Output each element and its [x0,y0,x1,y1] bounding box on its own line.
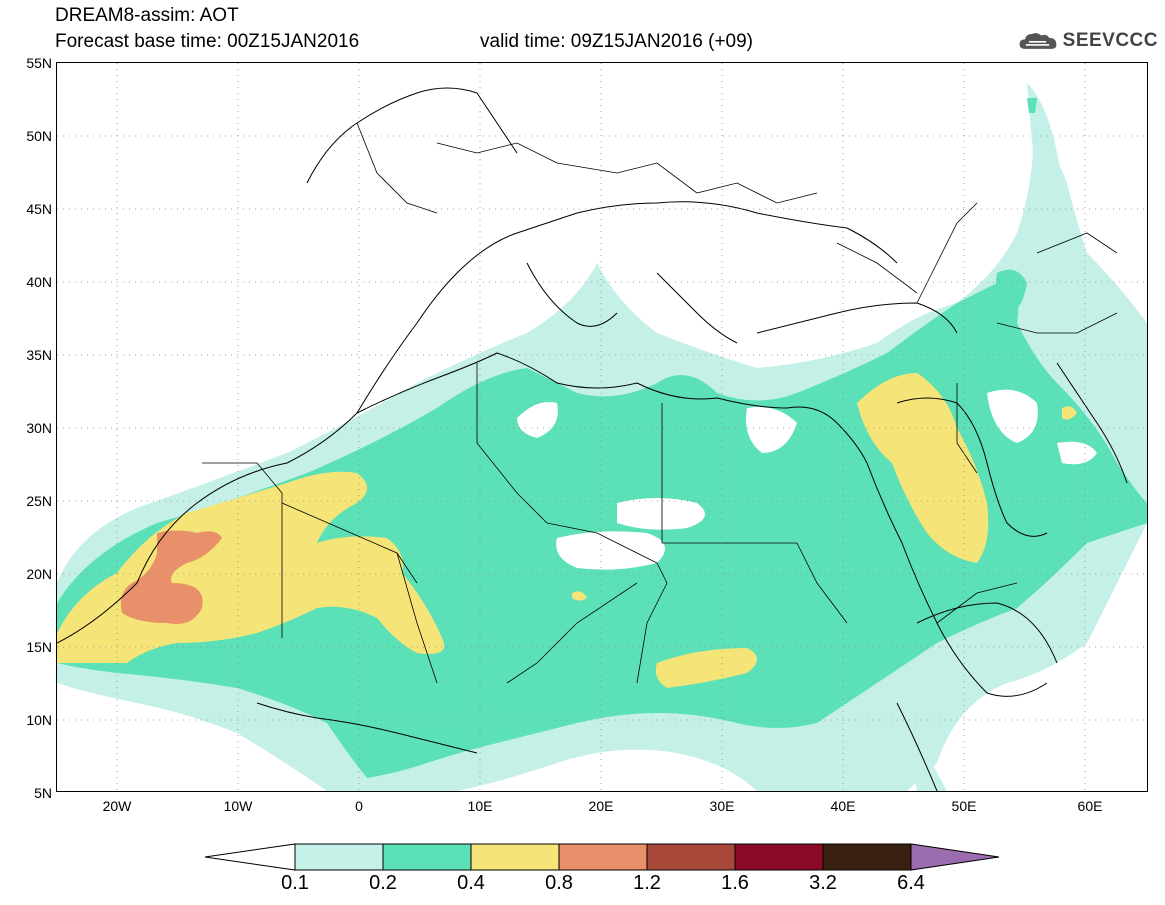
country-borders [202,122,1118,684]
colorbar-label: 6.4 [897,872,925,894]
colorbar-cell [382,843,472,871]
lon-label: 40E [830,798,856,814]
lat-label: 10N [26,712,52,728]
forecast-base-time: Forecast base time: 00Z15JAN2016 [55,31,360,52]
map-panel[interactable] [56,62,1148,792]
lon-label: 10E [467,798,493,814]
colorbar-label: 3.2 [809,872,837,894]
colorbar-lower-arrow [205,843,296,871]
lat-label: 5N [34,785,52,801]
coastlines [56,87,1128,792]
colorbar-cell [470,843,560,871]
colorbar-cell [822,843,912,871]
lat-label: 45N [26,201,52,217]
colorbar-cell [734,843,824,871]
lon-label: 20W [102,798,132,814]
colorbar [205,843,1000,871]
graticule [57,63,1147,791]
lon-label: 50E [951,798,977,814]
colorbar-label: 1.6 [721,872,749,894]
cloud-icon [1019,33,1057,49]
colorbar-label: 0.4 [457,872,485,894]
lon-label: 0 [355,798,363,814]
aot-map [56,63,1147,792]
colorbar-label: 0.1 [281,872,309,894]
lon-label: 20E [588,798,614,814]
lat-label: 25N [26,493,52,509]
clear-areas [517,389,1097,570]
colorbar-label: 0.2 [369,872,397,894]
colorbar-label: 1.2 [633,872,661,894]
colorbar-cell [294,843,384,871]
seevccc-logo: SEEVCCC [1018,26,1158,56]
valid-time: valid time: 09Z15JAN2016 (+09) [480,31,754,52]
lat-label: 35N [26,347,52,363]
colorbar-upper-arrow [910,843,1000,871]
lon-label: 30E [709,798,735,814]
aot-level-0.8 [120,530,222,624]
logo-text: SEEVCCC [1062,30,1158,51]
lat-label: 20N [26,566,52,582]
colorbar-cell [646,843,736,871]
lat-label: 55N [26,55,52,71]
lat-label: 30N [26,420,52,436]
colorbar-label: 0.8 [545,872,573,894]
lat-label: 50N [26,128,52,144]
colorbar-cell [558,843,648,871]
map-title: DREAM8-assim: AOT [55,5,239,26]
lat-label: 40N [26,274,52,290]
lon-label: 10W [223,798,253,814]
lat-label: 15N [26,639,52,655]
lon-label: 60E [1077,798,1103,814]
